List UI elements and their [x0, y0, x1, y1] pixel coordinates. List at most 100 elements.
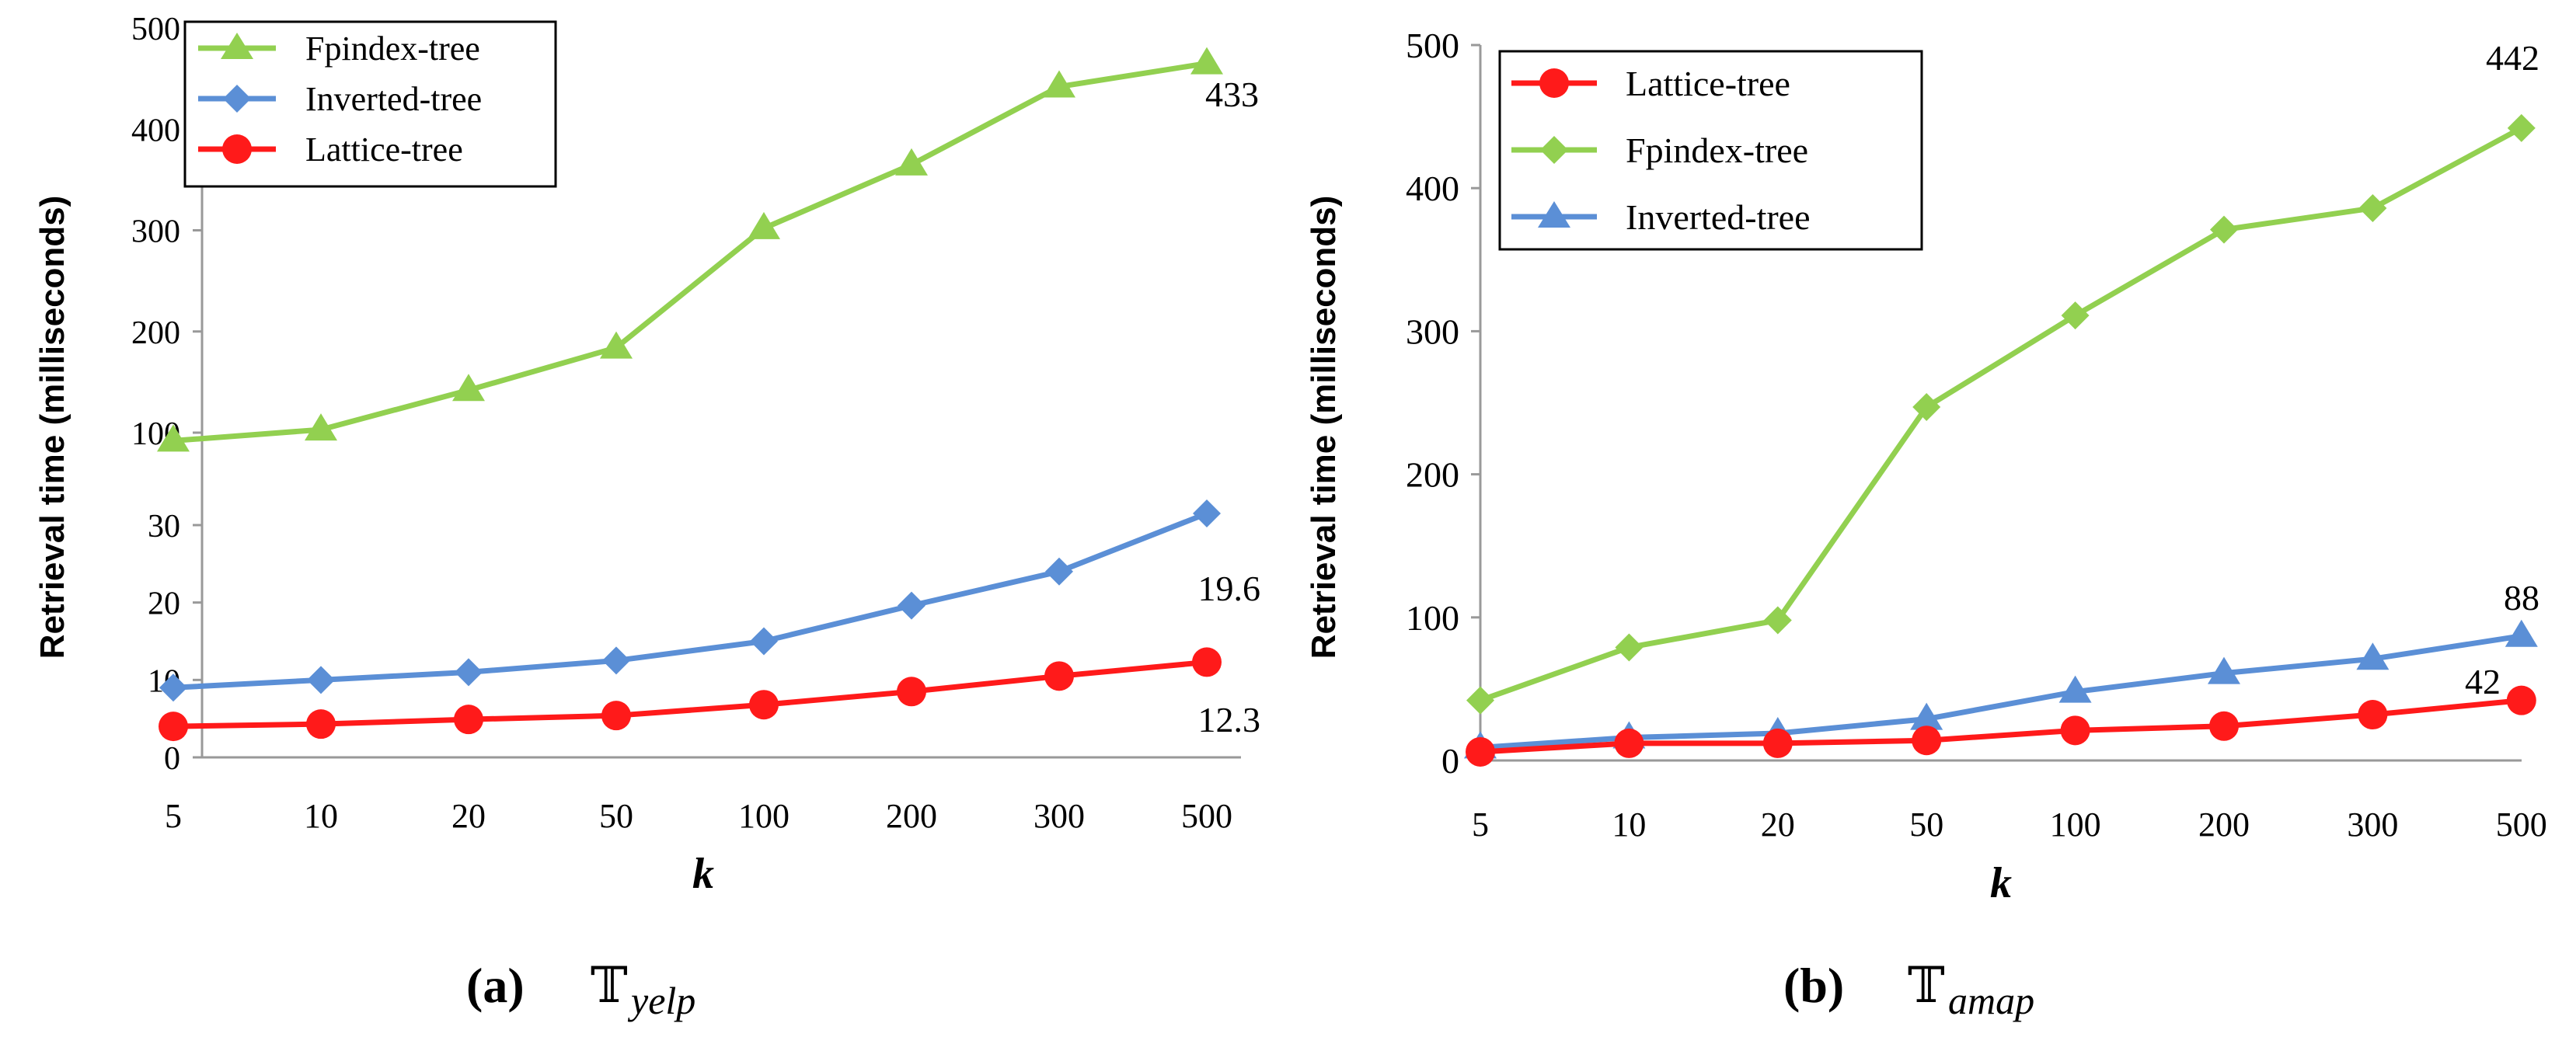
- caption-a: (a) 𝕋 yelp: [466, 958, 695, 1022]
- series-group-a: [157, 47, 1223, 742]
- x-tick-label: 500: [2496, 806, 2547, 844]
- x-tick-label: 5: [165, 797, 182, 835]
- data-point: [2358, 193, 2387, 222]
- x-tick-labels-b: 5 10 20 50 100 200 300 500: [1472, 806, 2547, 844]
- legend-item-inverted-tree-a: Inverted-tree: [198, 80, 482, 118]
- y-tick-label: 400: [1406, 169, 1459, 208]
- series-group-b: [1464, 113, 2538, 767]
- data-point: [2061, 301, 2090, 330]
- data-point: [600, 331, 633, 359]
- y-tick-label: 30: [148, 509, 180, 545]
- data-point: [2058, 675, 2092, 703]
- series-fpindex-tree-b: [1466, 113, 2536, 715]
- caption-symbol-a: 𝕋: [591, 958, 628, 1013]
- series-line: [173, 659, 1208, 729]
- x-tick-label: 20: [1761, 806, 1795, 844]
- data-point: [1910, 702, 1943, 730]
- caption-b: (b) 𝕋 amap: [1783, 958, 2034, 1022]
- legend-item-lattice-tree-a: Lattice-tree: [198, 130, 463, 169]
- data-point: [897, 677, 926, 707]
- series-line: [1480, 698, 2522, 755]
- x-tick-label: 10: [304, 797, 338, 835]
- data-point: [2356, 642, 2390, 670]
- y-tick-label: 0: [1441, 741, 1459, 781]
- x-tick-label: 100: [738, 797, 790, 835]
- caption-label-b: (b): [1783, 958, 1844, 1013]
- y-axis-title-a: Retrieval time (milliseconds): [33, 196, 71, 659]
- legend-item-fpindex-tree-a: Fpindex-tree: [198, 30, 480, 68]
- x-tick-label: 5: [1472, 806, 1489, 844]
- triangle-marker-icon: [221, 33, 253, 59]
- x-tick-labels-a: 5 10 20 50 100 200 300 500: [165, 797, 1232, 835]
- data-point: [602, 646, 630, 675]
- x-tick-label: 50: [599, 797, 633, 835]
- x-tick-label: 10: [1612, 806, 1646, 844]
- data-point: [2505, 619, 2538, 647]
- x-tick-label: 200: [2198, 806, 2250, 844]
- y-axis-title-b: Retrieval time (milliseconds): [1305, 196, 1343, 659]
- x-tick-label: 100: [2050, 806, 2101, 844]
- data-point: [2210, 215, 2238, 244]
- triangle-marker-icon: [1538, 201, 1570, 228]
- caption-subscript-a: yelp: [627, 979, 695, 1022]
- circle-marker-icon: [222, 134, 252, 164]
- legend-item-fpindex-tree-b: Fpindex-tree: [1511, 130, 1808, 170]
- annotation-inverted-max-a: 19.6: [1198, 569, 1261, 608]
- x-tick-label: 300: [1034, 797, 1085, 835]
- caption-symbol-b: 𝕋: [1908, 958, 1945, 1013]
- diamond-marker-icon: [223, 85, 251, 113]
- y-tick-label: 100: [1406, 598, 1459, 638]
- legend-label: Inverted-tree: [305, 80, 482, 118]
- x-tick-label: 200: [886, 797, 937, 835]
- annotation-lattice-max-a: 12.3: [1198, 700, 1261, 739]
- data-point: [306, 709, 336, 739]
- series-lattice-tree-b: [1466, 685, 2536, 767]
- series-fpindex-tree-a: [157, 47, 1223, 452]
- y-tick-label: 500: [1406, 26, 1459, 65]
- data-point: [748, 211, 780, 239]
- legend-label: Lattice-tree: [305, 130, 463, 169]
- y-tick-label: 0: [164, 741, 180, 777]
- chart-panel-b: 0 100 200 300 400 500 5 10 20 50 100 200 300 500 k R…: [1305, 26, 2547, 1022]
- data-point: [2209, 711, 2239, 741]
- data-point: [159, 712, 188, 742]
- data-point: [750, 627, 778, 656]
- legend-label: Fpindex-tree: [1626, 130, 1808, 170]
- series-line: [1480, 633, 2522, 750]
- y-tick-label: 400: [131, 113, 180, 148]
- y-tick-label: 500: [131, 12, 180, 47]
- data-point: [452, 374, 485, 402]
- data-point: [1763, 606, 1792, 635]
- data-point: [2060, 715, 2090, 746]
- caption-label-a: (a): [466, 958, 525, 1013]
- data-point: [305, 413, 337, 441]
- x-axis-title-a: k: [692, 850, 714, 898]
- data-point: [1762, 728, 1793, 758]
- y-tick-label: 300: [1406, 311, 1459, 351]
- x-tick-label: 20: [451, 797, 486, 835]
- data-point: [895, 148, 928, 176]
- data-point: [1190, 47, 1223, 75]
- series-line: [1479, 125, 2523, 703]
- y-tick-label: 300: [131, 214, 180, 250]
- data-point: [601, 701, 631, 731]
- data-point: [1192, 647, 1222, 677]
- legend-b: Lattice-tree Fpindex-tree Inverted-tree: [1498, 50, 1923, 251]
- data-point: [2208, 656, 2240, 684]
- data-point: [1466, 686, 1494, 715]
- annotation-fpindex-max-a: 433: [1205, 75, 1259, 114]
- data-point: [1912, 726, 1942, 756]
- data-point: [455, 658, 483, 687]
- data-point: [2507, 113, 2536, 142]
- series-inverted-tree-a: [159, 499, 1221, 702]
- data-point: [2358, 700, 2388, 730]
- data-point: [749, 690, 779, 720]
- x-axis-title-b: k: [1990, 859, 2012, 907]
- data-point: [2506, 685, 2536, 715]
- annotation-fpindex-max-b: 442: [2486, 38, 2539, 78]
- data-point: [1193, 499, 1221, 528]
- y-tick-label: 200: [1406, 455, 1459, 495]
- series-line: [173, 510, 1208, 691]
- annotation-inverted-max-b: 88: [2504, 578, 2539, 618]
